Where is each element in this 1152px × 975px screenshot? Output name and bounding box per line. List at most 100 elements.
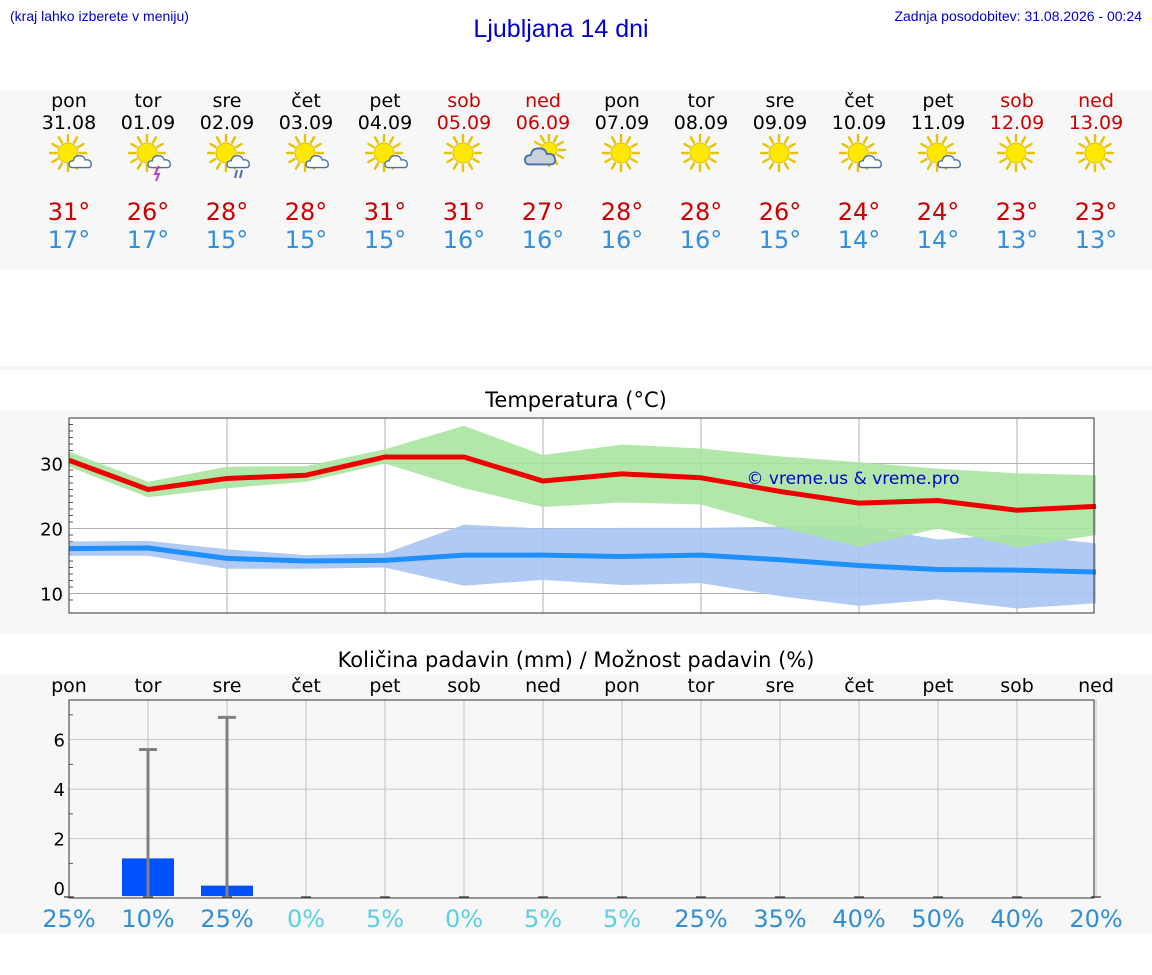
day-name: pon — [51, 90, 87, 112]
day-column: čet 03.09 28° 15° — [267, 90, 346, 254]
max-temperature-line — [68, 454, 1097, 513]
day-date: 13.09 — [1068, 112, 1124, 134]
sun-icon — [996, 133, 1041, 184]
max-temperature: 24° — [916, 198, 960, 226]
precip-chance-label: 25% — [42, 905, 95, 933]
day-axis-label: tor — [688, 675, 715, 697]
precipitation-chart: pon tor sre čet pet sob ned pon tor sre čet pet sob n… — [42, 675, 1122, 933]
y-tick-label: 6 — [54, 731, 65, 752]
min-temperature: 14° — [837, 226, 881, 254]
cloud-shape — [383, 155, 408, 169]
day-name: sre — [212, 90, 242, 112]
sun-icon — [680, 133, 725, 184]
max-temperature: 27° — [521, 198, 565, 226]
min-temperature: 16° — [600, 226, 644, 254]
min-temperature: 16° — [442, 226, 486, 254]
sun-shape — [680, 133, 719, 173]
sun-shape — [917, 133, 956, 173]
sun-shape — [996, 133, 1035, 173]
precip-chance-label: 5% — [366, 905, 404, 933]
day-date: 10.09 — [831, 112, 887, 134]
lightning-shape — [152, 165, 161, 182]
plot-frame — [68, 699, 1095, 899]
day-name: tor — [687, 90, 715, 112]
day-axis-label: ned — [525, 675, 561, 697]
min-temperature-line — [68, 545, 1097, 575]
day-column: pon 31.08 31° 17° — [30, 90, 109, 254]
sun-thunder-icon — [127, 133, 172, 184]
day-date: 05.09 — [436, 112, 492, 134]
day-name: pon — [604, 90, 640, 112]
day-name: pet — [922, 90, 954, 112]
day-axis-label: pon — [604, 675, 640, 697]
precip-chance-label: 0% — [445, 905, 483, 933]
day-axis-label: pet — [369, 675, 400, 697]
cloud-shape — [523, 147, 556, 166]
plot-area — [69, 700, 1094, 898]
day-name: sre — [765, 90, 795, 112]
max-temperature: 28° — [679, 198, 723, 226]
day-column: ned 06.09 27° 16° — [504, 90, 583, 254]
y-tick-label: 2 — [54, 830, 65, 851]
y-tick-label: 20 — [40, 520, 63, 541]
day-date: 06.09 — [515, 112, 571, 134]
divider — [0, 366, 1152, 370]
precip-chance-label: 10% — [121, 905, 174, 933]
sun-cloud-icon — [838, 133, 883, 184]
max-temperature: 28° — [284, 198, 328, 226]
max-temperature: 26° — [758, 198, 802, 226]
rain-drop — [238, 169, 243, 179]
watermark: © vreme.us & vreme.pro — [746, 469, 959, 489]
day-date: 02.09 — [199, 112, 255, 134]
cloud-shape — [225, 155, 250, 169]
day-date: 31.08 — [41, 112, 97, 134]
rain-drop — [233, 169, 238, 179]
day-date: 04.09 — [357, 112, 413, 134]
location-hint: (kraj lahko izberete v meniju) — [10, 8, 189, 24]
day-column: sre 02.09 28° 15° — [188, 90, 267, 254]
day-axis-label: tor — [135, 675, 162, 697]
precip-chance-label: 5% — [524, 905, 562, 933]
cloud-shape — [857, 155, 882, 169]
day-column: sre 09.09 26° 15° — [741, 90, 820, 254]
page-title: Ljubljana 14 dni — [473, 15, 649, 43]
precip-chance-label: 5% — [603, 905, 641, 933]
day-axis-label: sob — [1000, 675, 1034, 697]
min-temperature: 13° — [995, 226, 1039, 254]
min-temperature: 13° — [1074, 226, 1118, 254]
day-name: pet — [369, 90, 401, 112]
day-column: pet 04.09 31° 15° — [346, 90, 425, 254]
sun-shape — [48, 133, 87, 173]
plot-frame — [68, 417, 1095, 614]
sun-cloud-icon — [917, 133, 962, 184]
sun-shape — [601, 133, 640, 173]
temperature-chart-title: Temperatura (°C) — [485, 388, 667, 412]
max-temperature: 23° — [995, 198, 1039, 226]
min-temperature: 16° — [521, 226, 565, 254]
y-tick-label: 4 — [54, 780, 65, 801]
sun-icon — [601, 133, 646, 184]
day-date: 08.09 — [673, 112, 729, 134]
cloud-shape — [67, 155, 92, 169]
sun-cloud-icon — [48, 133, 93, 184]
precip-chance-label: 40% — [990, 905, 1043, 933]
cloud-shape — [304, 155, 329, 169]
day-name: ned — [525, 90, 561, 112]
max-temperature: 31° — [47, 198, 91, 226]
min-temperature: 15° — [205, 226, 249, 254]
max-temperature: 28° — [205, 198, 249, 226]
day-column: tor 01.09 26° 17° — [109, 90, 188, 254]
max-temperature: 23° — [1074, 198, 1118, 226]
sun-shape — [1075, 133, 1114, 173]
y-tick-label: 30 — [40, 455, 63, 476]
day-column: čet 10.09 24° 14° — [820, 90, 899, 254]
day-date: 11.09 — [910, 112, 966, 134]
cloud-shape — [936, 155, 961, 169]
day-column: ned 13.09 23° 13° — [1057, 90, 1136, 254]
precip-chance-label: 0% — [287, 905, 325, 933]
day-date: 07.09 — [594, 112, 650, 134]
day-date: 03.09 — [278, 112, 334, 134]
precip-chance-label: 25% — [674, 905, 727, 933]
y-tick-label: 10 — [40, 585, 63, 606]
cloud-sun-icon — [523, 132, 567, 184]
